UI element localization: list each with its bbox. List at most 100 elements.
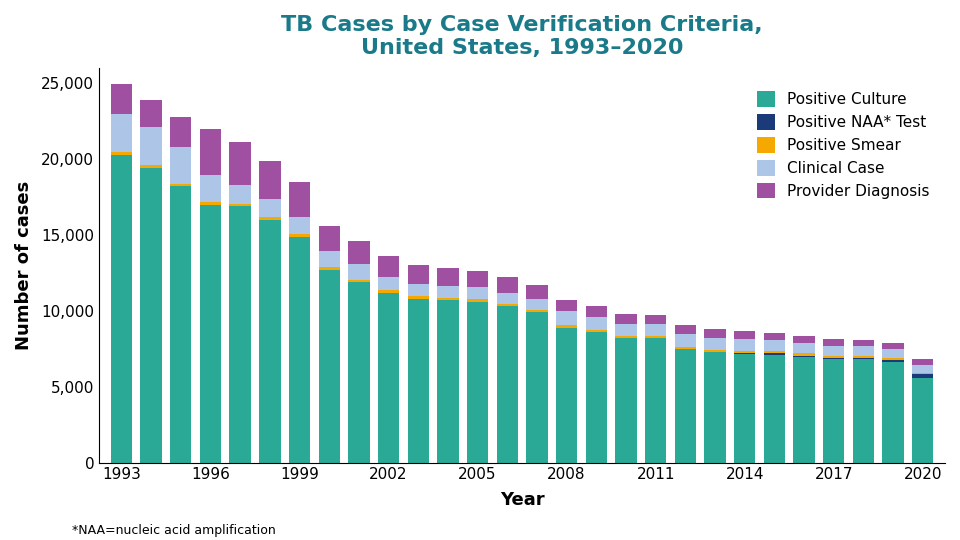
Bar <box>734 350 756 353</box>
Bar <box>912 373 933 374</box>
Bar <box>496 306 518 463</box>
Bar <box>378 291 399 293</box>
Bar <box>912 364 933 373</box>
Bar <box>289 218 310 234</box>
Bar <box>705 352 726 463</box>
Bar <box>645 315 666 324</box>
Bar <box>348 282 370 463</box>
X-axis label: Year: Year <box>500 491 544 509</box>
Bar <box>289 182 310 218</box>
Bar <box>437 286 459 298</box>
Bar <box>378 256 399 276</box>
Bar <box>556 325 577 328</box>
Bar <box>170 184 191 186</box>
Bar <box>793 336 815 343</box>
Bar <box>852 340 874 346</box>
Bar <box>615 336 636 338</box>
Bar <box>259 199 280 218</box>
Bar <box>763 340 785 351</box>
Bar <box>229 206 251 463</box>
Bar <box>763 353 785 355</box>
Bar <box>645 338 666 463</box>
Bar <box>912 374 933 377</box>
Bar <box>586 332 607 463</box>
Bar <box>734 332 756 339</box>
Bar <box>734 354 756 463</box>
Bar <box>882 349 903 358</box>
Bar <box>200 205 221 463</box>
Y-axis label: Number of cases: Number of cases <box>15 181 33 350</box>
Legend: Positive Culture, Positive NAA* Test, Positive Smear, Clinical Case, Provider Di: Positive Culture, Positive NAA* Test, Po… <box>749 84 937 206</box>
Bar <box>289 237 310 463</box>
Bar <box>170 117 191 147</box>
Bar <box>705 338 726 349</box>
Bar <box>556 311 577 325</box>
Bar <box>229 185 251 204</box>
Bar <box>408 296 429 299</box>
Bar <box>675 349 696 463</box>
Bar <box>526 285 547 300</box>
Bar <box>259 160 280 199</box>
Bar <box>378 276 399 291</box>
Bar <box>170 147 191 184</box>
Bar <box>763 351 785 353</box>
Title: TB Cases by Case Verification Criteria,
United States, 1993–2020: TB Cases by Case Verification Criteria, … <box>281 15 763 58</box>
Bar <box>467 287 489 300</box>
Bar <box>408 265 429 284</box>
Bar <box>437 300 459 463</box>
Bar <box>348 280 370 282</box>
Bar <box>526 300 547 310</box>
Bar <box>793 353 815 356</box>
Bar <box>823 356 845 358</box>
Bar <box>496 304 518 306</box>
Bar <box>200 174 221 202</box>
Bar <box>556 328 577 463</box>
Bar <box>110 113 132 152</box>
Bar <box>882 362 903 463</box>
Bar <box>793 343 815 353</box>
Text: *NAA=nucleic acid amplification: *NAA=nucleic acid amplification <box>72 524 276 537</box>
Bar <box>912 377 933 463</box>
Bar <box>882 360 903 362</box>
Bar <box>852 360 874 463</box>
Bar <box>348 241 370 265</box>
Bar <box>734 339 756 350</box>
Bar <box>615 314 636 324</box>
Bar <box>289 234 310 237</box>
Bar <box>140 168 162 463</box>
Bar <box>408 299 429 463</box>
Bar <box>110 152 132 154</box>
Bar <box>823 360 845 463</box>
Bar <box>615 338 636 463</box>
Bar <box>437 268 459 286</box>
Bar <box>645 324 666 336</box>
Bar <box>734 353 756 354</box>
Bar <box>110 84 132 113</box>
Bar <box>496 278 518 293</box>
Bar <box>200 202 221 205</box>
Bar <box>823 346 845 356</box>
Bar <box>348 265 370 280</box>
Bar <box>259 220 280 463</box>
Bar <box>882 343 903 349</box>
Bar <box>586 306 607 317</box>
Bar <box>140 100 162 127</box>
Bar <box>526 310 547 312</box>
Bar <box>793 356 815 357</box>
Bar <box>556 300 577 311</box>
Bar <box>437 298 459 300</box>
Bar <box>170 186 191 463</box>
Bar <box>467 302 489 463</box>
Bar <box>467 300 489 302</box>
Bar <box>586 317 607 330</box>
Bar <box>467 272 489 287</box>
Bar <box>496 293 518 304</box>
Bar <box>319 267 340 270</box>
Bar <box>200 129 221 174</box>
Bar <box>229 143 251 185</box>
Bar <box>140 127 162 165</box>
Bar <box>852 356 874 358</box>
Bar <box>378 293 399 463</box>
Bar <box>615 324 636 336</box>
Bar <box>705 329 726 338</box>
